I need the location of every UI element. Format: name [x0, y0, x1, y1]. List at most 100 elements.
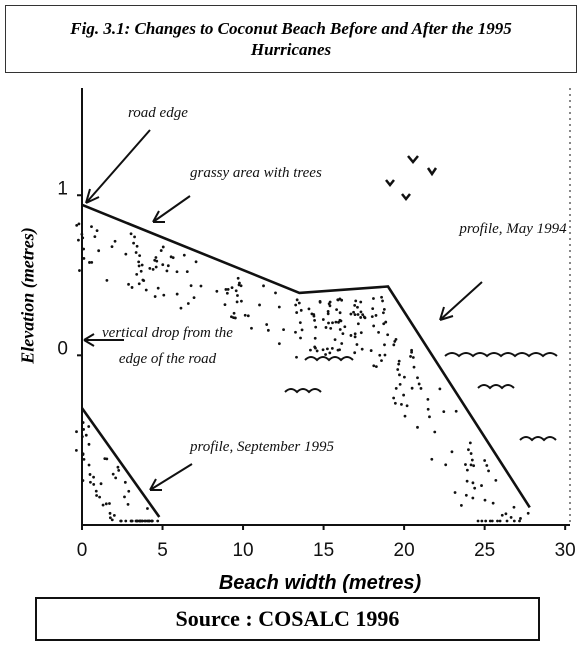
stipple-dot	[483, 498, 487, 502]
stipple-dot	[410, 350, 413, 354]
stipple-dot	[274, 291, 277, 295]
stipple-dot	[162, 293, 166, 297]
stipple-dot	[354, 299, 358, 303]
stipple-dot	[108, 511, 112, 515]
stipple-dot	[382, 322, 386, 326]
stipple-dot	[142, 279, 146, 283]
stipple-dot	[129, 232, 133, 236]
stipple-dot	[124, 252, 128, 256]
stipple-dot	[137, 260, 141, 264]
stipple-dot	[105, 279, 109, 282]
stipple-dot	[215, 289, 219, 293]
stipple-dot	[372, 364, 376, 368]
wave	[519, 436, 557, 442]
stipple-dot	[353, 332, 357, 336]
stipple-dot	[372, 324, 376, 328]
stipple-dot	[402, 375, 406, 379]
y-tick-label: 0	[57, 338, 68, 359]
stipple-dot	[246, 314, 250, 318]
stipple-dot	[454, 409, 458, 413]
stipple-dot	[171, 256, 175, 260]
stipple-dot	[402, 393, 406, 397]
stipple-dot	[309, 348, 312, 352]
stipple-dot	[321, 348, 325, 352]
bird	[385, 179, 395, 188]
stipple-dot	[92, 483, 96, 486]
stipple-dot	[239, 284, 243, 288]
stipple-dot	[362, 315, 366, 319]
stipple-dot	[175, 270, 179, 274]
stipple-dot	[192, 296, 196, 300]
stipple-dot	[135, 272, 139, 276]
stipple-dot	[80, 435, 84, 439]
stipple-dot	[473, 486, 477, 490]
stipple-dot	[297, 301, 301, 305]
stipple-dot	[467, 448, 470, 452]
stipple-dot	[340, 342, 344, 345]
stipple-dot	[295, 355, 298, 359]
stipple-dot	[98, 495, 102, 499]
stipple-dot	[104, 502, 108, 506]
stipple-dot	[307, 307, 311, 311]
stipple-dot	[282, 328, 285, 332]
stipple-dot	[318, 299, 322, 303]
stipple-dot	[471, 481, 475, 485]
stipple-dot	[484, 519, 488, 523]
stipple-dot	[133, 235, 136, 239]
stipple-dot	[324, 326, 328, 329]
annotation: road edge	[128, 105, 188, 121]
stipple-dot	[468, 441, 472, 445]
stipple-dot	[417, 382, 421, 386]
stipple-dot	[325, 347, 329, 351]
stipple-dot	[338, 348, 341, 352]
y-axis-label: Elevation (metres)	[17, 227, 38, 364]
stipple-dot	[505, 519, 509, 523]
legend-label: profile, May 1994	[459, 221, 567, 237]
stipple-dot	[438, 387, 442, 391]
stipple-dot	[444, 463, 448, 467]
stipple-dot	[334, 320, 338, 324]
stipple-dot	[226, 287, 230, 291]
stipple-dot	[464, 493, 468, 497]
stipple-dot	[412, 365, 416, 369]
arrow	[439, 281, 483, 321]
stipple-dot	[485, 464, 489, 467]
stipple-dot	[87, 463, 91, 467]
stipple-dot	[476, 519, 480, 523]
stipple-dot	[324, 353, 327, 356]
stipple-dot	[329, 326, 333, 330]
arrow	[83, 333, 124, 347]
wave	[444, 352, 558, 358]
stipple-dot	[243, 313, 247, 317]
stipple-dot	[75, 224, 79, 227]
stipple-dot	[335, 308, 338, 312]
stipple-dot	[356, 305, 359, 309]
stipple-dot	[409, 355, 412, 358]
stipple-dot	[361, 313, 365, 317]
stipple-dot	[459, 504, 463, 507]
legend-label: profile, September 1995	[190, 439, 335, 455]
stipple-dot	[262, 284, 265, 288]
stipple-dot	[95, 494, 98, 497]
stipple-dot	[333, 338, 337, 342]
stipple-dot	[512, 519, 516, 523]
stipple-dot	[78, 269, 81, 272]
stipple-dot	[403, 414, 407, 418]
x-tick-label: 5	[157, 540, 168, 561]
stipple-dot	[450, 450, 454, 454]
stipple-dot	[143, 519, 147, 523]
stipple-dot	[442, 410, 446, 413]
x-tick-label: 25	[474, 540, 495, 561]
stipple-dot	[127, 282, 130, 286]
stipple-dot	[360, 347, 364, 351]
x-tick-label: 10	[232, 540, 253, 561]
x-axis-label: Beach width (metres)	[218, 572, 422, 594]
stipple-dot	[250, 326, 253, 330]
stipple-dot	[166, 264, 170, 268]
stipple-dot	[240, 299, 243, 303]
stipple-dot	[394, 337, 398, 341]
stipple-dot	[159, 249, 163, 252]
stipple-dot	[113, 239, 117, 243]
stipple-dot	[156, 286, 160, 290]
stipple-dot	[349, 312, 353, 316]
